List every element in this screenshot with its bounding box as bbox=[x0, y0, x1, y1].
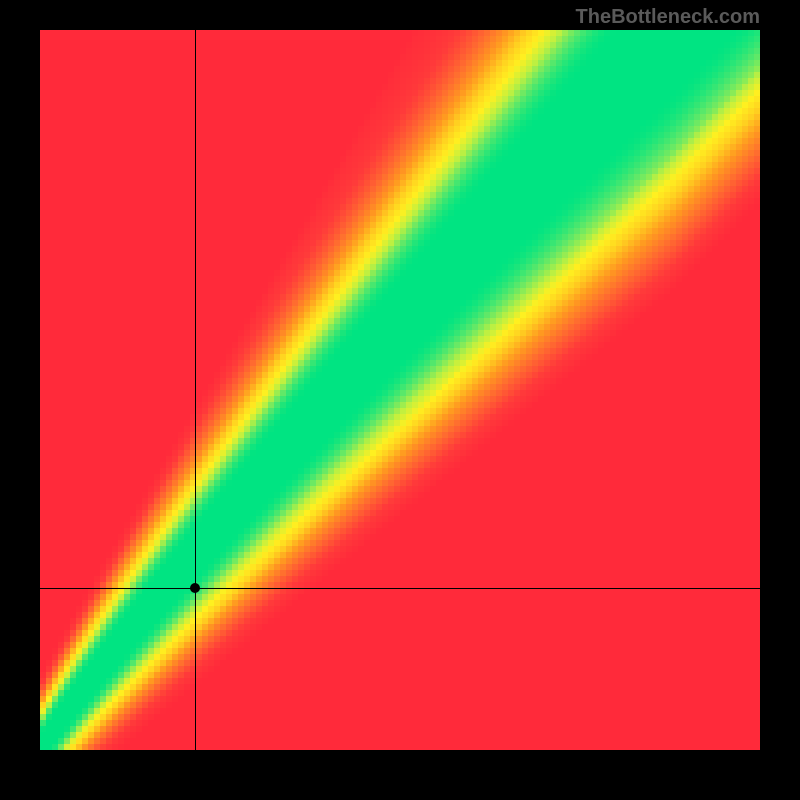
heatmap-canvas bbox=[40, 30, 760, 750]
crosshair-horizontal bbox=[40, 588, 760, 589]
crosshair-vertical bbox=[195, 30, 196, 750]
data-point-marker bbox=[190, 583, 200, 593]
heatmap-plot bbox=[40, 30, 760, 750]
watermark-text: TheBottleneck.com bbox=[576, 6, 760, 29]
